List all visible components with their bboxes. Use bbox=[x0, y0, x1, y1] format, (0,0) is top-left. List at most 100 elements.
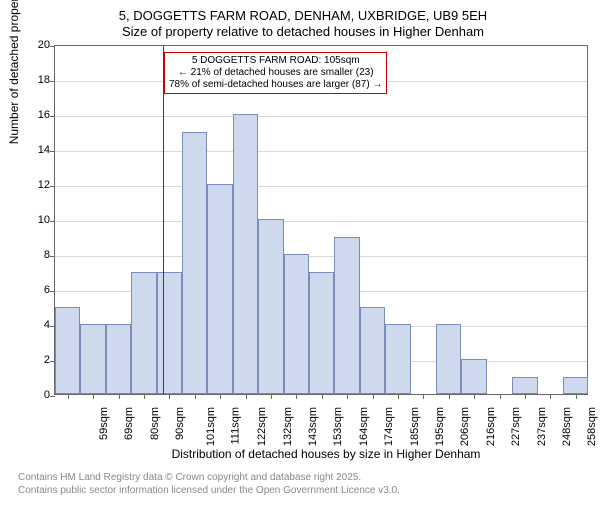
histogram-bar bbox=[80, 324, 105, 394]
y-tick-mark bbox=[50, 81, 55, 82]
x-tick-mark bbox=[423, 394, 424, 399]
x-tick-label: 164sqm bbox=[358, 407, 370, 446]
title-line-2: Size of property relative to detached ho… bbox=[8, 24, 598, 39]
x-tick-mark bbox=[296, 394, 297, 399]
x-tick-label: 111sqm bbox=[229, 407, 241, 445]
x-tick-label: 174sqm bbox=[383, 407, 395, 446]
annotation-box: 5 DOGGETTS FARM ROAD: 105sqm ← 21% of de… bbox=[164, 52, 387, 94]
x-tick-label: 227sqm bbox=[510, 407, 522, 446]
y-tick-mark bbox=[50, 396, 55, 397]
y-tick-mark bbox=[50, 326, 55, 327]
x-tick-mark bbox=[576, 394, 577, 399]
y-tick-label: 18 bbox=[10, 74, 50, 86]
footer-line-2: Contains public sector information licen… bbox=[18, 484, 598, 497]
histogram-bar bbox=[258, 219, 283, 394]
x-tick-label: 80sqm bbox=[149, 407, 161, 440]
histogram-bar bbox=[233, 114, 258, 394]
y-tick-label: 0 bbox=[10, 389, 50, 401]
x-tick-mark bbox=[144, 394, 145, 399]
x-tick-mark bbox=[169, 394, 170, 399]
x-tick-label: 153sqm bbox=[332, 407, 344, 446]
grid-line bbox=[55, 221, 587, 222]
y-tick-mark bbox=[50, 361, 55, 362]
y-tick-label: 20 bbox=[10, 39, 50, 51]
y-tick-mark bbox=[50, 291, 55, 292]
x-tick-mark bbox=[220, 394, 221, 399]
histogram-bar bbox=[563, 377, 588, 395]
grid-line bbox=[55, 186, 587, 187]
y-tick-label: 4 bbox=[10, 319, 50, 331]
y-tick-mark bbox=[50, 256, 55, 257]
y-tick-mark bbox=[50, 221, 55, 222]
chart-container: 5, DOGGETTS FARM ROAD, DENHAM, UXBRIDGE,… bbox=[8, 8, 598, 497]
x-tick-mark bbox=[68, 394, 69, 399]
x-tick-mark bbox=[525, 394, 526, 399]
y-tick-label: 8 bbox=[10, 249, 50, 261]
marker-vertical-line bbox=[163, 46, 164, 394]
x-tick-label: 101sqm bbox=[205, 407, 217, 446]
histogram-bar bbox=[512, 377, 537, 395]
histogram-bar bbox=[207, 184, 232, 394]
y-tick-label: 12 bbox=[10, 179, 50, 191]
y-tick-label: 16 bbox=[10, 109, 50, 121]
x-tick-mark bbox=[322, 394, 323, 399]
x-tick-label: 69sqm bbox=[123, 407, 135, 440]
x-tick-mark bbox=[195, 394, 196, 399]
x-tick-label: 258sqm bbox=[586, 407, 598, 446]
y-tick-mark bbox=[50, 46, 55, 47]
y-tick-label: 6 bbox=[10, 284, 50, 296]
x-tick-label: 237sqm bbox=[536, 407, 548, 446]
histogram-bar bbox=[55, 307, 80, 395]
x-tick-mark bbox=[474, 394, 475, 399]
annotation-line-1: 5 DOGGETTS FARM ROAD: 105sqm bbox=[169, 55, 382, 67]
y-tick-mark bbox=[50, 116, 55, 117]
x-tick-mark bbox=[347, 394, 348, 399]
y-axis-label: Number of detached properties bbox=[7, 0, 21, 144]
x-tick-label: 216sqm bbox=[485, 407, 497, 446]
x-tick-label: 185sqm bbox=[409, 407, 421, 446]
annotation-line-2: ← 21% of detached houses are smaller (23… bbox=[169, 67, 382, 79]
x-tick-label: 132sqm bbox=[282, 407, 294, 446]
histogram-bar bbox=[157, 272, 182, 395]
title-line-1: 5, DOGGETTS FARM ROAD, DENHAM, UXBRIDGE,… bbox=[8, 8, 598, 23]
chart-area: Number of detached properties 5 DOGGETTS… bbox=[54, 45, 588, 395]
histogram-bar bbox=[284, 254, 309, 394]
histogram-bar bbox=[385, 324, 410, 394]
y-tick-label: 14 bbox=[10, 144, 50, 156]
x-tick-label: 90sqm bbox=[174, 407, 186, 440]
x-tick-mark bbox=[373, 394, 374, 399]
x-tick-mark bbox=[449, 394, 450, 399]
plot-region: 5 DOGGETTS FARM ROAD: 105sqm ← 21% of de… bbox=[54, 45, 588, 395]
histogram-bar bbox=[106, 324, 131, 394]
y-tick-mark bbox=[50, 186, 55, 187]
annotation-line-3: 78% of semi-detached houses are larger (… bbox=[169, 79, 382, 91]
x-tick-label: 195sqm bbox=[434, 407, 446, 446]
x-tick-mark bbox=[93, 394, 94, 399]
x-tick-mark bbox=[500, 394, 501, 399]
grid-line bbox=[55, 256, 587, 257]
histogram-bar bbox=[182, 132, 207, 395]
histogram-bar bbox=[309, 272, 334, 395]
y-tick-label: 10 bbox=[10, 214, 50, 226]
x-tick-mark bbox=[271, 394, 272, 399]
histogram-bar bbox=[334, 237, 359, 395]
grid-line bbox=[55, 151, 587, 152]
footer: Contains HM Land Registry data © Crown c… bbox=[18, 471, 598, 497]
y-tick-label: 2 bbox=[10, 354, 50, 366]
histogram-bar bbox=[131, 272, 156, 395]
x-axis-label: Distribution of detached houses by size … bbox=[54, 447, 598, 461]
x-tick-mark bbox=[246, 394, 247, 399]
histogram-bar bbox=[360, 307, 385, 395]
y-tick-mark bbox=[50, 151, 55, 152]
x-tick-label: 248sqm bbox=[561, 407, 573, 446]
x-tick-mark bbox=[550, 394, 551, 399]
x-tick-mark bbox=[119, 394, 120, 399]
x-tick-label: 143sqm bbox=[307, 407, 319, 446]
x-tick-label: 122sqm bbox=[256, 407, 268, 446]
histogram-bar bbox=[436, 324, 461, 394]
x-tick-label: 206sqm bbox=[459, 407, 471, 446]
x-tick-mark bbox=[398, 394, 399, 399]
x-tick-label: 59sqm bbox=[98, 407, 110, 440]
footer-line-1: Contains HM Land Registry data © Crown c… bbox=[18, 471, 598, 484]
grid-line bbox=[55, 116, 587, 117]
